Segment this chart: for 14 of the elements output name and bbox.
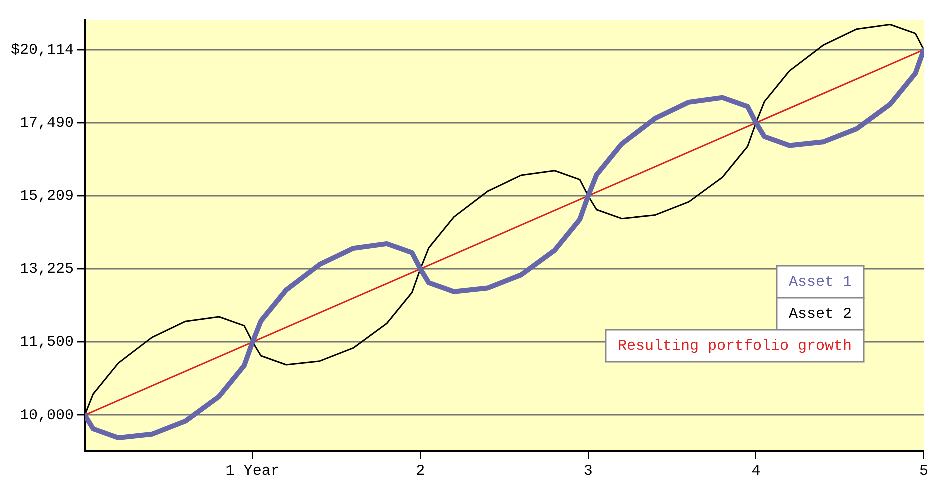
text: Asset 1 (788, 274, 852, 291)
text: Asset 2 (788, 306, 852, 323)
y-tick-label: 10,000 (20, 407, 74, 424)
y-tick-label: 13,225 (20, 261, 74, 278)
x-tick-label: 3 (584, 462, 593, 480)
y-tick-label: $20,114 (10, 42, 74, 59)
x-tick-label: 5 (919, 462, 929, 480)
x-tick-label: 4 (752, 462, 761, 480)
x-tick-label: 2 (416, 462, 426, 480)
y-tick-label: 11,500 (20, 334, 74, 352)
y-tick-label: 15,209 (20, 188, 74, 206)
text: Resulting portfolio growth (618, 338, 852, 355)
x-tick-label: 1 Year (226, 462, 280, 480)
y-tick-label: 17,490 (20, 115, 74, 132)
